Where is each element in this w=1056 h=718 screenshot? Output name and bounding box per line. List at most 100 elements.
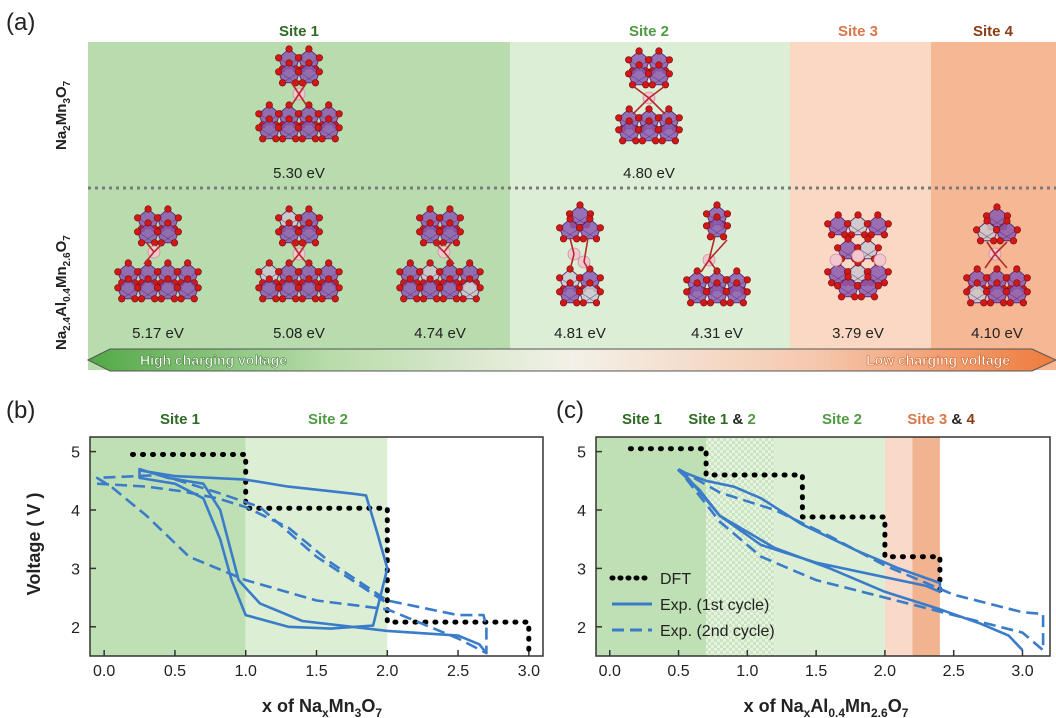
oxygen-atom [625,105,633,113]
oxygen-atom [134,214,142,222]
oxygen-atom [278,239,287,247]
crystal-structures [114,45,1031,307]
oxygen-atom [1013,265,1021,273]
oxygen-atom [675,126,683,134]
oxygen-atom [285,275,293,283]
bond [994,253,1008,269]
bond [632,97,650,115]
oxygen-atom [400,295,408,303]
oxygen-atom [722,288,730,296]
panel-c-site2-title: Site 2 [822,411,862,428]
oxygen-atom [278,79,287,87]
oxygen-atom [559,299,568,307]
oxygen-atom [285,45,293,53]
site4-region [931,42,1056,370]
oxygen-atom [294,54,303,62]
x-tick-label: 3.0 [518,663,540,680]
oxygen-atom [1023,274,1031,282]
bond [288,253,300,267]
oxygen-atom [456,214,464,222]
x-tick-label: 0.5 [164,663,186,680]
bond [298,253,310,267]
energy-bottom-3: 4.74 eV [414,325,466,342]
oxygen-atom [278,295,287,303]
oxygen-atom [170,239,179,247]
oxygen-atom [743,276,751,284]
oxygen-atom [416,268,424,276]
x-tick-label: 2.5 [447,663,469,680]
oxygen-atom [294,284,303,292]
site4-title: Site 4 [973,23,1014,40]
oxygen-atom [1013,279,1021,287]
bond [433,241,445,253]
oxygen-atom [645,117,653,125]
series-dft [130,452,532,656]
arrow-label-high: High charging voltage [140,352,287,368]
oxygen-atom [476,268,484,276]
oxygen-atom [576,201,584,209]
oxygen-atom [294,268,303,276]
oxygen-atom [311,135,320,143]
oxygen-atom [305,115,313,123]
oxygen-atom [265,275,273,283]
oxygen-atom [713,213,721,221]
oxygen-atom [314,124,322,132]
oxygen-atom [265,259,273,267]
oxygen-atom [683,288,691,296]
oxygen-atom [884,268,892,276]
oxygen-atom [435,228,444,236]
plot-b: 0.0 0.5 1.0 1.5 2.0 2.5 3.0 2 3 4 5 [71,436,544,680]
oxygen-atom [1009,237,1018,245]
oxygen-atom [265,115,273,123]
oxygen-atom [559,235,568,243]
structure-cluster [396,205,484,303]
oxygen-atom [416,214,424,222]
oxygen-atom [325,101,333,109]
oxygen-atom [275,284,283,292]
oxygen-atom [137,295,146,303]
oxygen-atom [259,295,267,303]
oxygen-atom [702,222,711,230]
oxygen-atom [315,214,323,222]
oxygen-atom [857,293,865,301]
y-tick-label: 4 [577,503,586,520]
oxygen-atom [655,47,663,55]
region-site-2 [774,437,885,656]
oxygen-atom [406,259,414,267]
panel-b: (b) Site 1 Site 2 0.0 0.5 1.0 1.5 2.0 2.5 3.0 2… [6,397,544,718]
panel-b-site1-title: Site 1 [160,411,200,428]
oxygen-atom [419,239,428,247]
y-tick-label: 5 [577,445,586,462]
oxygen-atom [976,237,985,245]
oxygen-atom [174,214,182,222]
oxygen-atom [416,284,424,292]
oxygen-atom [596,224,604,232]
oxygen-atom [476,284,484,292]
oxygen-atom [992,226,1001,234]
oxygen-atom [853,282,862,290]
y-tick-label: 2 [71,620,80,637]
oxygen-atom [294,228,303,236]
oxygen-atom [153,268,162,276]
series-dft [627,446,943,598]
oxygen-atom [854,211,862,219]
oxygen-atom [174,228,182,236]
series-exp-1st-cycle- [138,467,488,654]
oxygen-atom [439,239,447,247]
oxygen-atom [396,284,404,292]
oxygen-atom [285,115,293,123]
structure-cluster [556,201,604,307]
x-tick-label: 0.0 [93,663,115,680]
oxygen-atom [466,275,474,283]
oxygen-atom [285,59,293,67]
oxygen-atom [275,54,283,62]
oxygen-atom [1006,299,1014,307]
oxygen-atom [575,288,584,296]
structure-cluster [824,211,892,301]
panel-b-xlabel: x of NaxMn3O7 [262,696,382,718]
oxygen-atom [426,219,434,227]
site2-title: Site 2 [629,23,669,40]
bond [708,239,728,261]
oxygen-atom [114,284,122,292]
oxygen-atom [318,295,326,303]
